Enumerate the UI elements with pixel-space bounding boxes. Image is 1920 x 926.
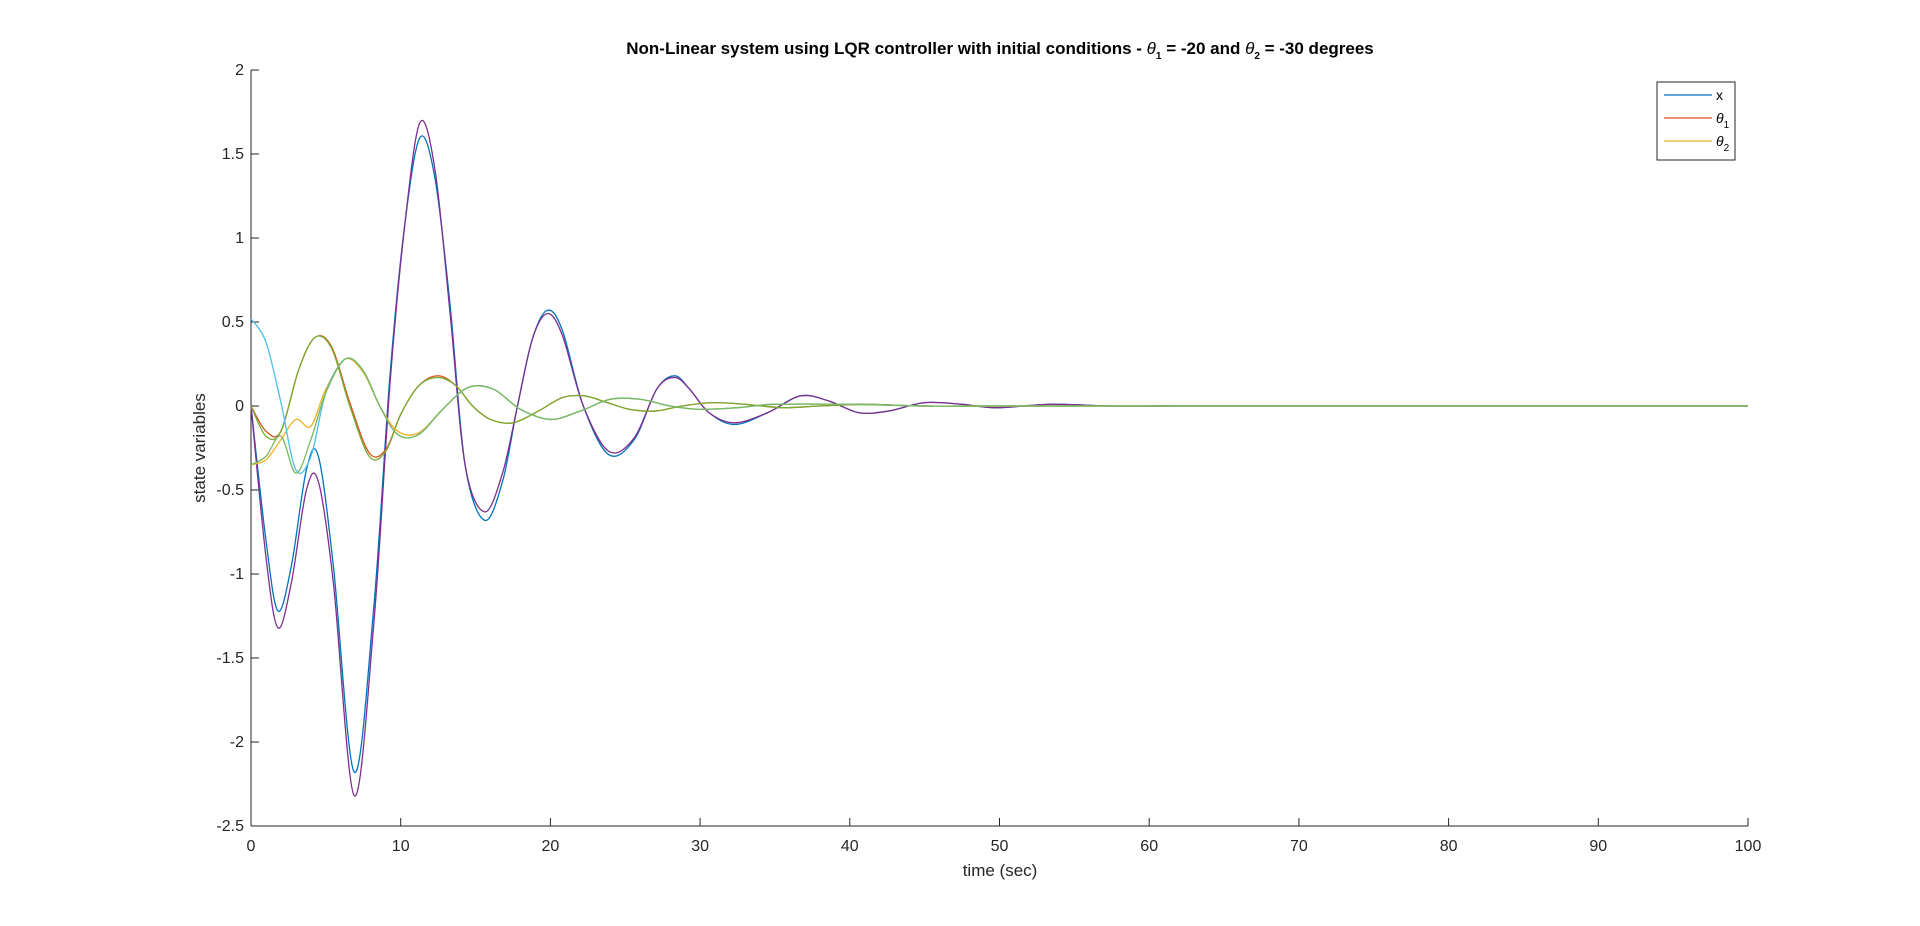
- legend-label-1: θ1: [1716, 110, 1730, 131]
- y-tick-label: 1.5: [222, 146, 244, 163]
- series-group: [250, 119, 1748, 797]
- x-tick-label: 40: [841, 838, 859, 855]
- y-axis-label: state variables: [190, 393, 209, 503]
- y-tick-label: 2: [235, 62, 244, 79]
- y-tick-label: 1: [235, 230, 244, 247]
- legend-label-2: θ2: [1716, 133, 1730, 154]
- series-line-2: [250, 334, 1748, 458]
- legend-label-0: x: [1716, 87, 1723, 103]
- x-tick-label: 100: [1735, 838, 1762, 855]
- x-tick-label: 90: [1589, 838, 1607, 855]
- series-line-4: [250, 357, 1748, 466]
- x-ticks: 0 10 20 30 40 50 60 70 80 90 100: [247, 818, 1762, 855]
- y-tick-label: -1.5: [216, 650, 244, 667]
- y-tick-label: -2.5: [216, 818, 244, 835]
- x-tick-label: 60: [1140, 838, 1158, 855]
- series-line-0: [250, 135, 1748, 773]
- y-tick-label: 0.5: [222, 314, 244, 331]
- series-line-3: [250, 335, 1748, 461]
- chart-title: Non-Linear system using LQR controller w…: [626, 39, 1374, 62]
- y-tick-label: -1: [230, 566, 244, 583]
- plot-axes: [250, 70, 1748, 827]
- x-tick-label: 50: [991, 838, 1009, 855]
- x-tick-label: 80: [1440, 838, 1458, 855]
- x-tick-label: 10: [392, 838, 410, 855]
- x-tick-label: 0: [247, 838, 256, 855]
- y-ticks: 2 1.5 1 0.5 0 -0.5 -1 -1.5 -2 -2.5: [216, 62, 259, 835]
- y-tick-label: -2: [230, 734, 244, 751]
- x-tick-label: 70: [1290, 838, 1308, 855]
- series-line-5: [250, 318, 1748, 474]
- series-line-6: [250, 357, 1748, 474]
- x-axis-label: time (sec): [963, 861, 1038, 880]
- x-tick-label: 20: [542, 838, 560, 855]
- y-tick-label: -0.5: [216, 482, 244, 499]
- series-line-1: [250, 119, 1748, 797]
- y-tick-label: 0: [235, 398, 244, 415]
- x-tick-label: 30: [691, 838, 709, 855]
